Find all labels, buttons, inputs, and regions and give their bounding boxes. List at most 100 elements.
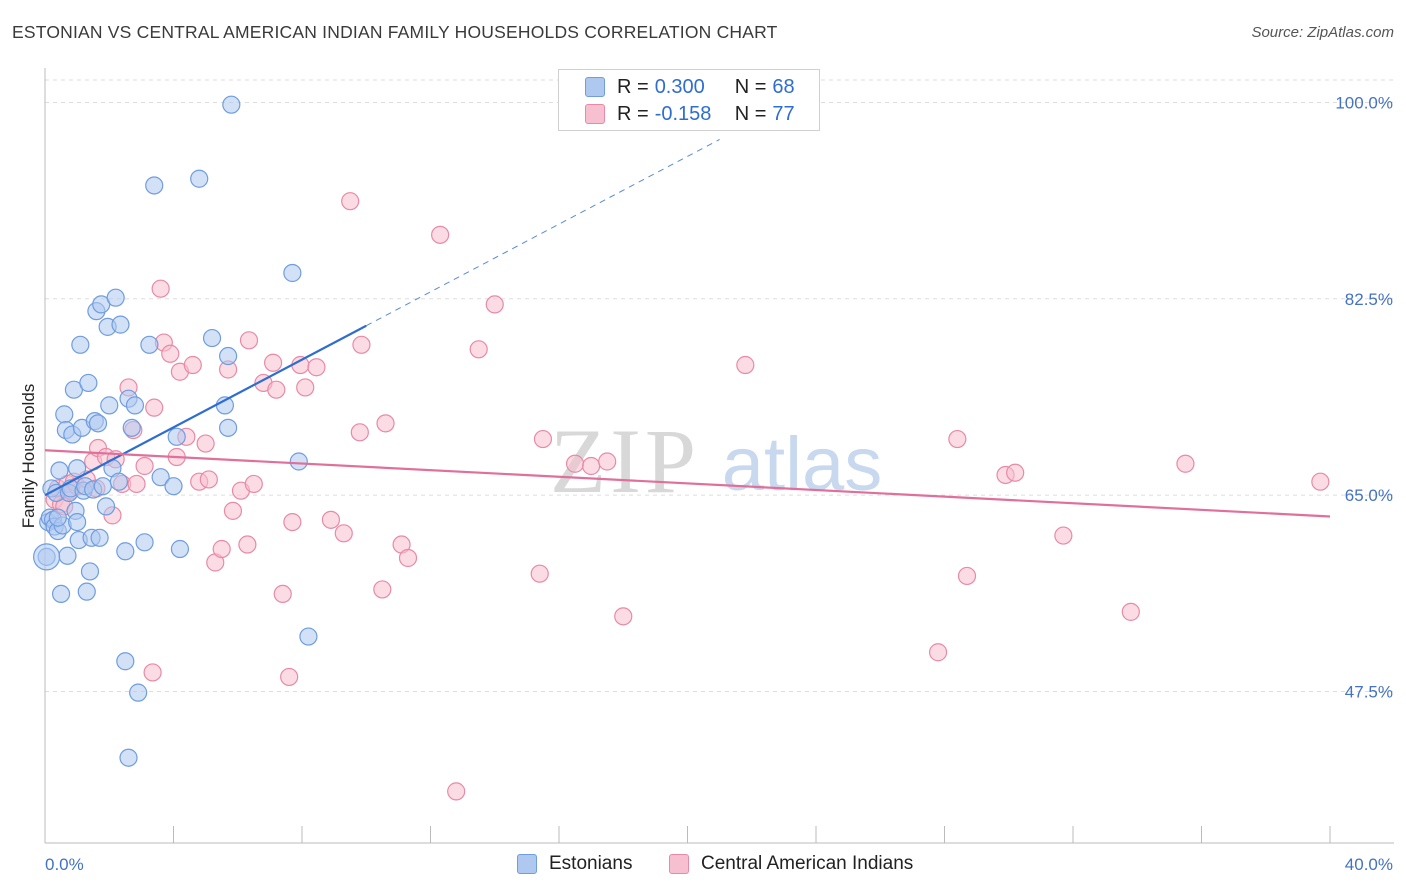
trend-lines	[44, 139, 1331, 518]
source-credit: Source: ZipAtlas.com	[1251, 24, 1394, 41]
data-point-central-american-indians	[238, 535, 257, 554]
data-point-central-american-indians	[598, 452, 617, 471]
data-point-central-american-indians	[263, 353, 283, 372]
data-point-estonians	[222, 95, 241, 114]
data-point-central-american-indians	[957, 566, 977, 586]
bottom-legend-label-central-american-indians: Central American Indians	[701, 853, 914, 874]
chart-title: ESTONIAN VS CENTRAL AMERICAN INDIAN FAMI…	[12, 22, 778, 42]
data-point-central-american-indians	[398, 548, 418, 568]
y-tick-label: 82.5%	[1345, 290, 1393, 309]
data-point-estonians	[48, 508, 67, 527]
data-point-central-american-indians	[485, 295, 504, 314]
legend-swatch-estonians	[585, 77, 605, 97]
data-point-central-american-indians	[291, 355, 310, 375]
data-point-central-american-indians	[431, 225, 450, 244]
data-point-central-american-indians	[736, 355, 755, 375]
legend-row-central-american-indians: R = -0.158 N = 77	[585, 101, 795, 127]
data-point-central-american-indians	[614, 607, 633, 626]
bottom-legend-swatch-central-american-indians	[669, 854, 689, 874]
data-point-estonians	[140, 335, 159, 354]
y-axis-title: Family Households	[19, 384, 38, 529]
data-point-estonians	[151, 468, 170, 487]
data-point-estonians	[100, 396, 119, 415]
data-point-estonians	[58, 546, 77, 565]
y-tick-label: 65.0%	[1345, 486, 1393, 505]
data-point-central-american-indians	[273, 584, 292, 604]
data-point-central-american-indians	[1311, 472, 1330, 491]
data-point-central-american-indians	[199, 470, 218, 489]
trend-line-estonians-extension	[366, 139, 720, 327]
data-point-central-american-indians	[334, 524, 353, 543]
data-point-central-american-indians	[530, 564, 549, 583]
data-point-central-american-indians	[151, 279, 170, 298]
data-point-central-american-indians	[183, 355, 202, 375]
data-point-central-american-indians	[341, 192, 360, 211]
data-point-estonians	[88, 414, 108, 433]
axes	[44, 68, 1394, 844]
data-point-central-american-indians	[376, 414, 395, 433]
x-tick-label-max: 40.0%	[1345, 855, 1393, 874]
data-point-estonians	[170, 539, 190, 559]
data-point-central-american-indians	[1121, 602, 1140, 621]
data-point-estonians	[289, 452, 308, 471]
data-point-central-american-indians	[447, 782, 466, 801]
bottom-legend-swatch-estonians	[517, 854, 537, 874]
data-point-estonians	[219, 418, 238, 437]
data-point-estonians	[80, 562, 100, 581]
data-point-central-american-indians	[1054, 526, 1073, 545]
data-point-central-american-indians	[212, 539, 231, 559]
data-point-estonians	[219, 346, 238, 366]
data-point-estonians	[55, 405, 74, 424]
data-point-central-american-indians	[565, 454, 585, 473]
data-point-estonians	[129, 683, 148, 702]
data-point-central-american-indians	[239, 331, 259, 350]
gridlines	[45, 79, 1394, 693]
legend-n-label: N =	[734, 75, 767, 98]
data-point-central-american-indians	[533, 429, 553, 449]
data-point-central-american-indians	[352, 335, 371, 354]
data-point-estonians	[202, 328, 222, 348]
legend-row-estonians: R = 0.300 N = 68	[585, 74, 795, 100]
series-estonians	[33, 95, 318, 767]
data-point-estonians	[111, 315, 130, 334]
legend-n-value: 77	[772, 102, 795, 125]
data-point-estonians	[93, 477, 112, 496]
data-point-estonians	[299, 627, 318, 646]
legend-r-label: R =	[617, 75, 649, 98]
y-tick-label: 100.0%	[1335, 93, 1393, 112]
data-point-central-american-indians	[373, 580, 392, 599]
data-point-estonians	[119, 748, 138, 767]
data-point-estonians	[71, 335, 90, 354]
legend-n-label: N =	[734, 102, 767, 125]
data-point-central-american-indians	[280, 667, 299, 687]
series-central-american-indians	[45, 192, 1330, 801]
data-point-estonians	[68, 512, 87, 532]
data-point-central-american-indians	[928, 643, 948, 662]
data-point-central-american-indians	[948, 429, 967, 449]
data-point-estonians	[90, 528, 109, 547]
correlation-legend: R = 0.300 N = 68 R = -0.158 N = 77	[558, 69, 820, 131]
data-point-estonians	[116, 652, 135, 671]
data-point-estonians	[283, 263, 302, 283]
trend-line-central-american-indians	[44, 449, 1331, 518]
data-point-estonians	[190, 169, 209, 188]
data-point-central-american-indians	[196, 434, 215, 453]
data-point-central-american-indians	[469, 340, 488, 359]
data-point-estonians	[77, 582, 96, 601]
legend-swatch-central-american-indians	[585, 104, 605, 124]
data-point-central-american-indians	[1176, 454, 1195, 473]
data-point-central-american-indians	[223, 501, 243, 520]
data-point-central-american-indians	[283, 512, 302, 532]
data-point-estonians	[106, 288, 125, 307]
data-point-estonians	[122, 418, 141, 437]
data-point-estonians	[116, 542, 135, 561]
data-point-central-american-indians	[143, 663, 162, 682]
data-point-estonians	[68, 459, 87, 478]
data-point-central-american-indians	[307, 358, 326, 377]
data-point-central-american-indians	[244, 474, 263, 494]
data-point-central-american-indians	[1006, 463, 1025, 482]
legend-r-label: R =	[617, 102, 649, 125]
data-point-estonians	[135, 533, 154, 552]
data-point-estonians	[145, 176, 164, 195]
